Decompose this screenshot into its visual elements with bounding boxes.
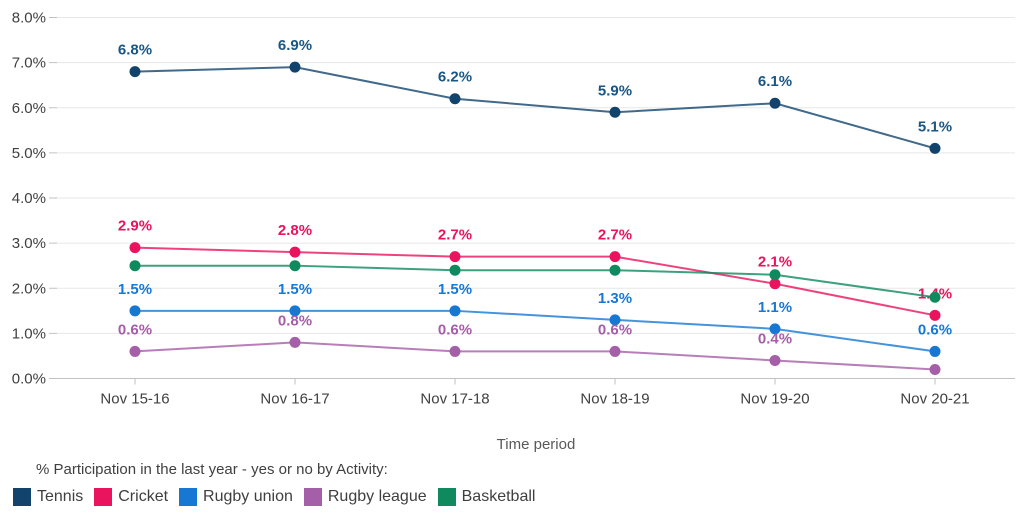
- legend-label: Tennis: [37, 488, 84, 505]
- legend-item-basketball[interactable]: Basketball: [437, 488, 536, 506]
- y-axis-label: 3.0%: [12, 235, 46, 252]
- series-line-basketball: [135, 264, 936, 299]
- legend-label: Basketball: [461, 488, 536, 505]
- x-axis-label: Nov 18-19: [580, 391, 649, 408]
- data-label-rugby-union: 1.3%: [598, 290, 632, 307]
- y-axis-label: 1.0%: [12, 325, 46, 342]
- legend-item-cricket[interactable]: Cricket: [94, 488, 168, 506]
- data-point-basketball: [769, 269, 781, 281]
- x-axis-title: Time period: [496, 436, 576, 453]
- series-line-rugby-union: [135, 309, 936, 353]
- data-point-tennis: [929, 142, 941, 154]
- x-axis-label: Nov 15-16: [100, 391, 169, 408]
- data-label-cricket: 2.1%: [758, 254, 792, 271]
- data-label-tennis: 5.9%: [598, 82, 632, 99]
- data-point-rugby-league: [609, 345, 621, 357]
- data-label-cricket: 2.7%: [438, 227, 472, 244]
- series-line-tennis: [134, 66, 936, 150]
- x-axis-label: Nov 16-17: [260, 391, 329, 408]
- data-label-rugby-league: 0.6%: [598, 321, 632, 338]
- data-point-basketball: [609, 264, 621, 276]
- data-point-rugby-union: [449, 305, 461, 317]
- data-label-rugby-league: 0.4%: [758, 330, 792, 347]
- y-axis-label: 2.0%: [12, 280, 46, 297]
- basketball-swatch-icon: [437, 488, 456, 506]
- rugby-league-swatch-icon: [303, 488, 322, 506]
- data-label-rugby-union: 1.5%: [438, 281, 472, 298]
- data-point-cricket: [289, 246, 301, 258]
- data-point-rugby-union: [129, 305, 141, 317]
- data-label-tennis: 5.1%: [918, 118, 952, 135]
- data-label-rugby-union: 1.1%: [758, 299, 792, 316]
- data-point-basketball: [129, 260, 141, 272]
- y-axis-label: 6.0%: [12, 100, 46, 117]
- data-point-cricket: [929, 309, 941, 321]
- legend-label: Cricket: [118, 488, 169, 505]
- cricket-swatch-icon: [94, 488, 113, 506]
- data-label-rugby-union: 1.5%: [118, 281, 152, 298]
- data-label-tennis: 6.2%: [438, 69, 472, 86]
- data-label-rugby-union: 0.6%: [918, 321, 952, 338]
- tennis-swatch-icon: [13, 488, 31, 506]
- data-point-rugby-union: [929, 345, 941, 357]
- data-point-rugby-union: [769, 323, 781, 335]
- data-point-tennis: [289, 61, 301, 73]
- data-point-cricket: [129, 242, 141, 254]
- legend-item-tennis[interactable]: Tennis: [13, 488, 83, 506]
- y-axis-label: 5.0%: [12, 145, 46, 162]
- series-line-cricket: [134, 246, 936, 317]
- data-point-rugby-league: [129, 345, 141, 357]
- y-axis-label: 4.0%: [12, 190, 46, 207]
- data-label-rugby-league: 0.8%: [278, 312, 312, 329]
- data-label-tennis: 6.8%: [118, 42, 152, 59]
- data-label-rugby-league: 0.6%: [118, 321, 152, 338]
- data-label-tennis: 6.9%: [278, 37, 312, 54]
- data-point-basketball: [289, 260, 301, 272]
- y-axis-label: 0.0%: [12, 371, 46, 388]
- legend-label: Rugby league: [327, 488, 427, 505]
- data-label-rugby-league: 0.6%: [438, 321, 472, 338]
- data-point-cricket: [769, 278, 781, 290]
- y-axis-label: 8.0%: [12, 10, 46, 27]
- x-axis-label: Nov 17-18: [420, 391, 489, 408]
- data-point-rugby-union: [609, 314, 621, 326]
- data-label-cricket: 2.8%: [278, 222, 312, 239]
- page-root: 0.0% 1.0% 2.0% 3.0% 4.0% 5.0% 6.0% 7.0% 8.0% Nov …: [12, 10, 1015, 506]
- data-point-basketball: [449, 264, 461, 276]
- legend-label: Rugby union: [203, 488, 293, 505]
- data-label-cricket: 2.9%: [118, 218, 152, 235]
- data-point-tennis: [449, 93, 461, 105]
- legend: Tennis Cricket Rugby union Rugby league Bask…: [13, 488, 535, 506]
- rugby-union-swatch-icon: [179, 488, 198, 506]
- data-point-rugby-league: [449, 345, 461, 357]
- data-point-rugby-union: [289, 305, 301, 317]
- data-point-tennis: [769, 97, 781, 109]
- series-line-rugby-league: [134, 341, 936, 371]
- data-point-tennis: [129, 66, 141, 78]
- legend-item-rugby-league[interactable]: Rugby league: [303, 488, 427, 506]
- data-point-cricket: [609, 251, 621, 263]
- data-point-rugby-league: [769, 354, 781, 366]
- x-axis-label: Nov 20-21: [900, 391, 969, 408]
- data-point-basketball: [929, 291, 941, 303]
- data-point-rugby-league: [929, 363, 941, 375]
- y-axis-label: 7.0%: [12, 55, 46, 72]
- data-point-tennis: [609, 106, 621, 118]
- data-label-cricket: 2.7%: [598, 227, 632, 244]
- data-point-rugby-league: [289, 336, 301, 348]
- data-label-rugby-union: 1.5%: [278, 281, 312, 298]
- legend-title: % Participation in the last year - yes o…: [36, 461, 388, 478]
- legend-item-rugby-union[interactable]: Rugby union: [179, 488, 293, 506]
- x-axis-label: Nov 19-20: [740, 391, 809, 408]
- participation-line-chart: 0.0% 1.0% 2.0% 3.0% 4.0% 5.0% 6.0% 7.0% 8.0% Nov …: [12, 10, 1015, 408]
- data-point-cricket: [449, 251, 461, 263]
- data-label-tennis: 6.1%: [758, 73, 792, 90]
